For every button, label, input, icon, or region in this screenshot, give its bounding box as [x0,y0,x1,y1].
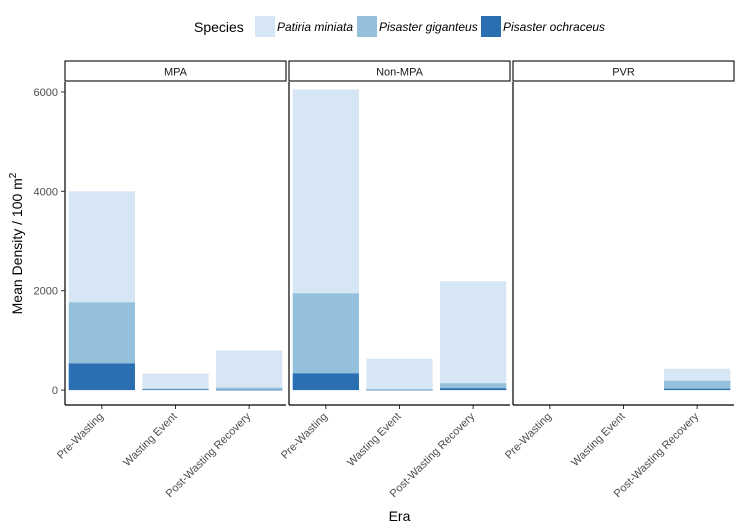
strip-mpa [64,60,287,82]
bar-mpa-post-wasting-recovery-patiria-miniata [216,350,283,388]
bar-mpa-post-wasting-recovery-pisaster-ochraceus [216,389,283,391]
strip-label-non-mpa: Non-MPA [376,67,424,79]
x-tick-label: Wasting Event [121,411,179,469]
x-tick-label: Post-Wasting Recovery [388,410,478,500]
bar-non-mpa-pre-wasting-patiria-miniata [292,89,359,294]
bar-pvr-post-wasting-recovery-pisaster-ochraceus [664,388,731,391]
y-axis-title: Mean Density / 100 m2 [8,172,25,314]
bar-non-mpa-pre-wasting-pisaster-giganteus [292,293,359,374]
strip-non-mpa [288,60,511,82]
x-tick-label: Post-Wasting Recovery [164,410,254,500]
panel-pvr: PVR Pre-Wasting Wasting EventPost-Wasting … [503,60,735,500]
x-tick-label: Post-Wasting Recovery [612,410,702,500]
x-tick-label: Wasting Event [345,411,403,469]
legend-label-pisaster-ochraceus: Pisaster ochraceus [503,20,605,34]
bar-non-mpa-post-wasting-recovery-pisaster-ochraceus [440,388,507,391]
bar-non-mpa-wasting-event-patiria-miniata [366,358,433,390]
bar-mpa-pre-wasting-pisaster-giganteus [68,302,135,364]
legend: Species Patiria miniata Pisaster giganteus… [194,16,605,37]
bar-mpa-wasting-event-pisaster-ochraceus [142,389,209,391]
legend-label-pisaster-giganteus: Pisaster giganteus [379,20,478,34]
bar-pvr-post-wasting-recovery-patiria-miniata [664,368,731,381]
y-tick-label: 0 [52,385,58,397]
legend-key-patiria-miniata [255,16,275,37]
y-tick-label: 2000 [34,286,58,298]
bar-mpa-pre-wasting-pisaster-ochraceus [68,363,135,391]
x-tick-label: Pre-Wasting [55,411,106,462]
bar-non-mpa-post-wasting-recovery-patiria-miniata [440,281,507,384]
x-tick-label: Pre-Wasting [503,411,554,462]
legend-label-patiria-miniata: Patiria miniata [277,20,353,34]
x-tick-label: Pre-Wasting [279,411,330,462]
legend-title: Species [194,19,244,35]
bar-mpa-wasting-event-patiria-miniata [142,373,209,389]
x-tick-label: Wasting Event [569,411,627,469]
y-axis: 0 2000 4000 6000 [34,87,65,397]
y-axis-title-superscript: 2 [8,172,19,178]
y-tick-label: 4000 [34,186,58,198]
strip-label-pvr: PVR [612,67,635,79]
panel-non-mpa: Non-MPA Pre-Wasting Wasting EventPost-Wast… [279,60,511,500]
strip-label-mpa: MPA [164,67,188,79]
bar-mpa-wasting-event-pisaster-giganteus [142,388,209,390]
y-tick-label: 6000 [34,87,58,99]
bar-mpa-post-wasting-recovery-pisaster-giganteus [216,387,283,390]
strip-pvr [512,60,735,82]
bar-mpa-pre-wasting-patiria-miniata [68,191,135,303]
legend-key-pisaster-giganteus [357,16,377,37]
y-axis-title-main: Mean Density / 100 m [9,178,25,314]
x-axis-title: Era [389,508,411,524]
legend-key-pisaster-ochraceus [481,16,501,37]
bar-non-mpa-post-wasting-recovery-pisaster-giganteus [440,383,507,389]
panel-mpa: MPA Pre-Wasting Wasting EventPost-Wasting … [55,60,287,500]
bar-non-mpa-wasting-event-pisaster-giganteus [366,389,433,390]
bar-non-mpa-pre-wasting-pisaster-ochraceus [292,373,359,391]
bar-non-mpa-wasting-event-pisaster-ochraceus [366,389,433,391]
bar-pvr-post-wasting-recovery-pisaster-giganteus [664,380,731,389]
